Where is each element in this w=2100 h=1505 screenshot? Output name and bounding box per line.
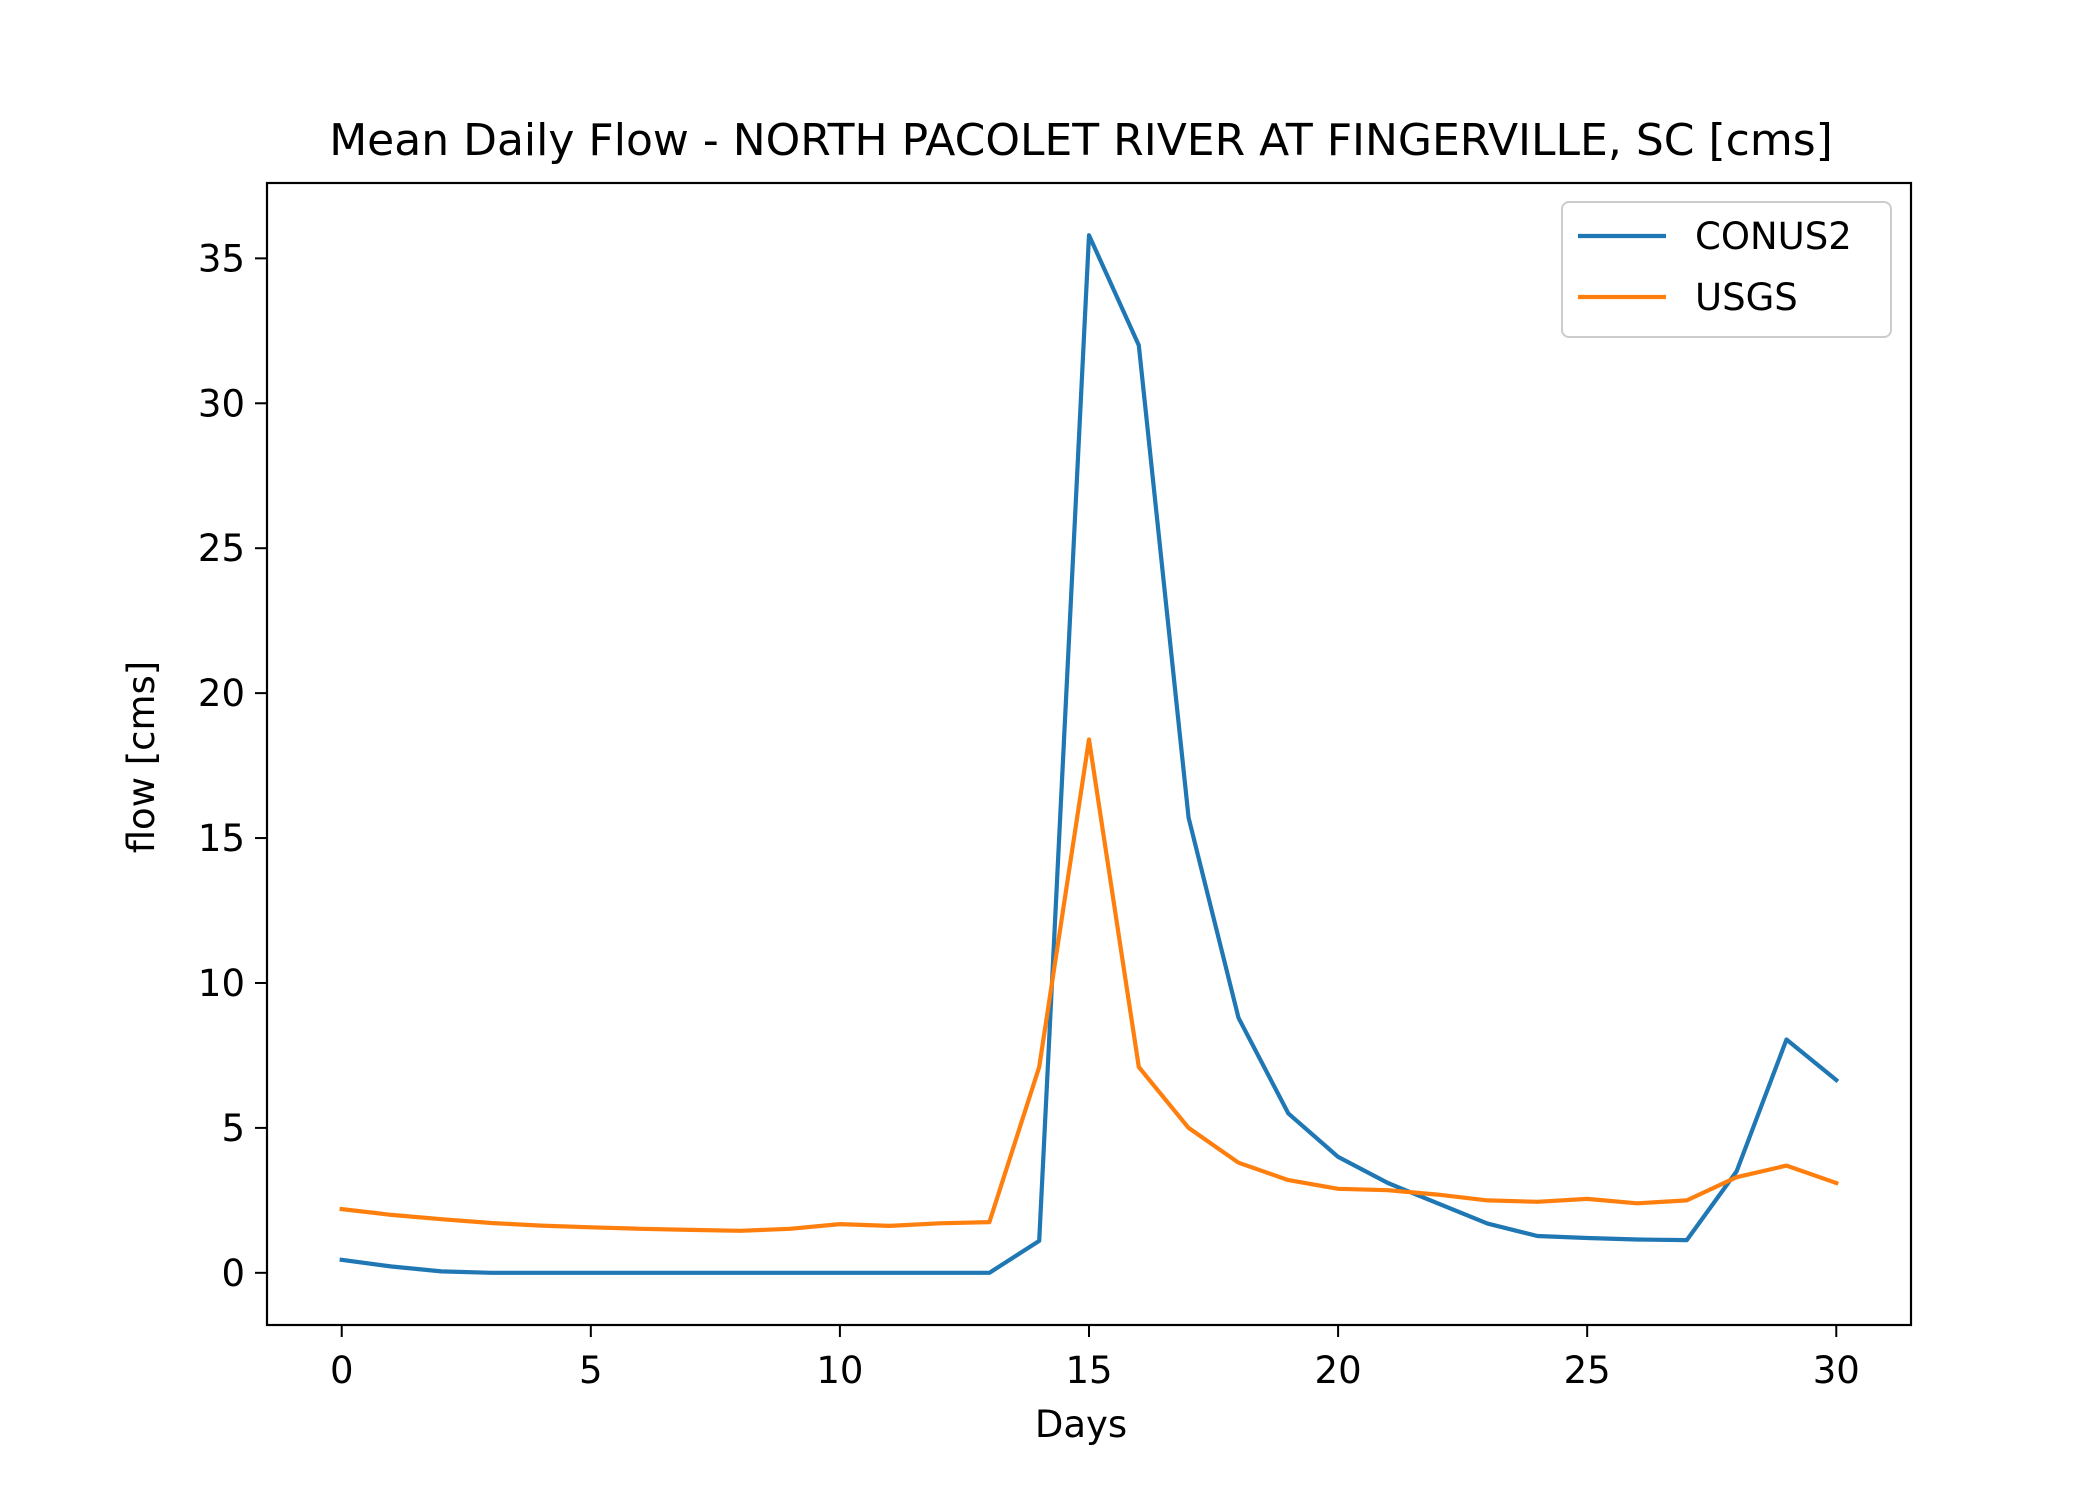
data-point-usgs bbox=[1436, 1193, 1440, 1197]
x-axis-label: Days bbox=[1035, 1403, 1127, 1446]
data-point-conus2 bbox=[788, 1271, 792, 1275]
data-point-usgs bbox=[1336, 1187, 1340, 1191]
data-point-conus2 bbox=[1336, 1155, 1340, 1159]
data-point-conus2 bbox=[389, 1264, 393, 1268]
data-point-conus2 bbox=[1834, 1078, 1838, 1082]
x-tick-label: 0 bbox=[330, 1349, 354, 1392]
data-point-conus2 bbox=[738, 1271, 742, 1275]
x-tick-label: 15 bbox=[1065, 1349, 1112, 1392]
data-point-usgs bbox=[1635, 1201, 1639, 1205]
data-point-usgs bbox=[838, 1222, 842, 1226]
data-point-conus2 bbox=[937, 1271, 941, 1275]
data-point-usgs bbox=[1784, 1164, 1788, 1168]
x-tick-label: 30 bbox=[1813, 1349, 1860, 1392]
data-point-usgs bbox=[1834, 1181, 1838, 1185]
x-tick-label: 25 bbox=[1564, 1349, 1611, 1392]
y-tick-label: 5 bbox=[221, 1107, 245, 1150]
legend: CONUS2 USGS bbox=[1561, 201, 1892, 338]
data-point-usgs bbox=[389, 1213, 393, 1217]
data-point-conus2 bbox=[340, 1258, 344, 1262]
plot-frame bbox=[265, 181, 1913, 1327]
data-point-usgs bbox=[987, 1220, 991, 1224]
data-point-conus2 bbox=[1784, 1037, 1788, 1041]
y-tick-label: 25 bbox=[198, 527, 245, 570]
data-point-usgs bbox=[489, 1221, 493, 1225]
data-point-usgs bbox=[1735, 1175, 1739, 1179]
data-point-conus2 bbox=[489, 1271, 493, 1275]
data-point-usgs bbox=[1386, 1188, 1390, 1192]
data-point-usgs bbox=[340, 1207, 344, 1211]
y-tick-label: 15 bbox=[198, 817, 245, 860]
y-tick-label: 20 bbox=[198, 672, 245, 715]
data-point-conus2 bbox=[1585, 1236, 1589, 1240]
data-point-conus2 bbox=[1485, 1222, 1489, 1226]
data-point-conus2 bbox=[1436, 1201, 1440, 1205]
data-point-usgs bbox=[439, 1217, 443, 1221]
data-point-usgs bbox=[1187, 1126, 1191, 1130]
data-point-usgs bbox=[1685, 1198, 1689, 1202]
data-point-usgs bbox=[1485, 1198, 1489, 1202]
data-point-conus2 bbox=[1037, 1239, 1041, 1243]
plot-area: 0 5 10 15 20 25 30 0 5 10 15 20 25 30 35 bbox=[198, 181, 1913, 1392]
data-point-usgs bbox=[937, 1221, 941, 1225]
y-axis-label: flow [cms] bbox=[120, 661, 163, 854]
series-line-conus2 bbox=[339, 233, 1840, 1275]
series-line-usgs bbox=[339, 737, 1839, 1233]
data-point-usgs bbox=[639, 1227, 643, 1231]
data-point-usgs bbox=[1585, 1197, 1589, 1201]
y-tick-label: 0 bbox=[221, 1252, 245, 1295]
data-point-usgs bbox=[1535, 1200, 1539, 1204]
data-point-usgs bbox=[1236, 1161, 1240, 1165]
data-point-conus2 bbox=[1535, 1234, 1539, 1238]
data-point-conus2 bbox=[439, 1269, 443, 1273]
legend-label-conus2: CONUS2 bbox=[1695, 215, 1852, 258]
x-tick-label: 10 bbox=[816, 1349, 863, 1392]
data-point-usgs bbox=[1286, 1178, 1290, 1182]
data-point-usgs bbox=[738, 1229, 742, 1233]
chart-title: Mean Daily Flow - NORTH PACOLET RIVER AT… bbox=[329, 115, 1833, 166]
y-tick-label: 10 bbox=[198, 962, 245, 1005]
data-point-conus2 bbox=[838, 1271, 842, 1275]
data-point-conus2 bbox=[1735, 1169, 1739, 1173]
data-point-usgs bbox=[688, 1228, 692, 1232]
data-point-conus2 bbox=[1685, 1238, 1689, 1242]
data-point-usgs bbox=[589, 1225, 593, 1229]
data-point-conus2 bbox=[1087, 233, 1091, 237]
data-point-conus2 bbox=[639, 1271, 643, 1275]
data-point-conus2 bbox=[1137, 343, 1141, 347]
data-point-conus2 bbox=[688, 1271, 692, 1275]
data-point-conus2 bbox=[987, 1271, 991, 1275]
data-point-usgs bbox=[539, 1224, 543, 1228]
data-point-conus2 bbox=[888, 1271, 892, 1275]
data-point-conus2 bbox=[1386, 1181, 1390, 1185]
x-tick-label: 20 bbox=[1315, 1349, 1362, 1392]
data-point-conus2 bbox=[539, 1271, 543, 1275]
data-point-usgs bbox=[888, 1224, 892, 1228]
x-tick-label: 5 bbox=[579, 1349, 603, 1392]
legend-label-usgs: USGS bbox=[1695, 276, 1798, 319]
data-point-usgs bbox=[1037, 1065, 1041, 1069]
data-point-conus2 bbox=[1236, 1016, 1240, 1020]
data-point-usgs bbox=[1087, 737, 1091, 741]
data-point-conus2 bbox=[1286, 1111, 1290, 1115]
data-point-usgs bbox=[1137, 1065, 1141, 1069]
data-point-usgs bbox=[788, 1227, 792, 1231]
y-tick-label: 30 bbox=[198, 382, 245, 425]
data-point-conus2 bbox=[1187, 816, 1191, 820]
data-point-conus2 bbox=[1635, 1237, 1639, 1241]
data-point-conus2 bbox=[589, 1271, 593, 1275]
y-tick-label: 35 bbox=[198, 237, 245, 280]
